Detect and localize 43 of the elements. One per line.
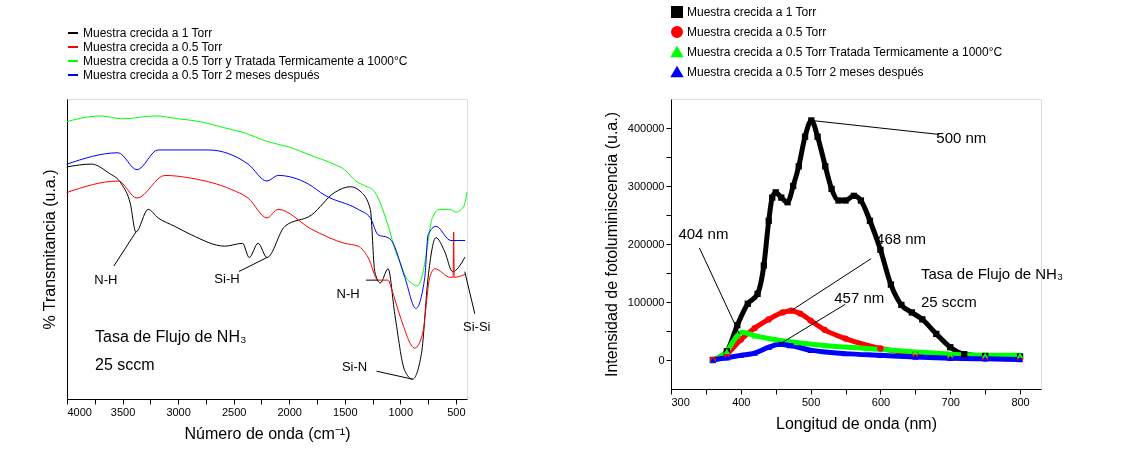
y-tick-label: 300000: [627, 179, 665, 192]
legend-label: Muestra crecida a 0.5 Torr Tratada Termicamente a 1000°C: [687, 45, 1003, 59]
annotation: Si-H: [214, 271, 240, 287]
x-axis-title: Longitud de onda (nm): [776, 414, 937, 432]
legend-label: Muestra crecida a 0.5 Torr 2 meses después: [83, 68, 320, 82]
annotation: Tasa de Flujo de NH₃: [95, 328, 247, 345]
annotation: 25 sccm: [921, 293, 977, 310]
x-tick-label: 500: [801, 395, 821, 408]
x-tick-label: 600: [871, 395, 891, 408]
y-axis-title: Intensidad de fotoluminiscencia (u.a.): [602, 111, 620, 378]
legend-label: Muestra crecida a 0.5 Torr: [687, 25, 827, 39]
y-tick-label: 400000: [627, 121, 665, 134]
x-tick-label: 700: [941, 395, 960, 408]
x-tick-label: 1000: [388, 405, 414, 418]
legend-label: Muestra crecida a 0.5 Torr 2 meses después: [687, 65, 924, 79]
y-axis-title: % Transmitancia (u.a.): [40, 169, 58, 330]
x-tick-label: 500: [447, 405, 466, 418]
legend-label: Muestra crecida a 0.5 Torr y Tratada Termicamente a 1000°C: [83, 54, 408, 68]
annotation: N-H: [94, 272, 118, 288]
annotation: 25 sccm: [95, 356, 155, 373]
x-axis-title: Número de onda (cm⁻¹): [184, 424, 351, 442]
legend-label: Muestra crecida a 1 Torr: [83, 26, 213, 40]
annotation: 404 nm: [678, 224, 729, 242]
annotation: 457 nm: [834, 289, 885, 307]
x-tick-label: 1500: [333, 405, 358, 418]
legend-label: Muestra crecida a 1 Torr: [687, 5, 817, 19]
x-tick-label: 300: [671, 395, 690, 408]
x-tick-label: 3500: [110, 405, 136, 418]
annotation: N-H: [336, 286, 360, 302]
y-tick-label: 0: [658, 353, 665, 366]
y-tick-label: 100000: [627, 295, 665, 308]
legend-label: Muestra crecida a 0.5 Torr: [83, 40, 223, 54]
x-tick-label: 2000: [277, 405, 302, 418]
annotation: 500 nm: [936, 129, 987, 147]
annotation: Si-N: [341, 359, 368, 375]
x-tick-label: 4000: [67, 405, 92, 418]
x-tick-label: 400: [732, 395, 751, 408]
y-tick-label: 200000: [627, 237, 665, 250]
x-tick-label: 800: [1011, 395, 1030, 408]
annotation: Si-Si: [463, 318, 491, 334]
x-tick-label: 3000: [166, 405, 191, 418]
x-tick-label: 2500: [221, 405, 247, 418]
annotation: Tasa de Flujo de NH₃: [921, 265, 1064, 282]
